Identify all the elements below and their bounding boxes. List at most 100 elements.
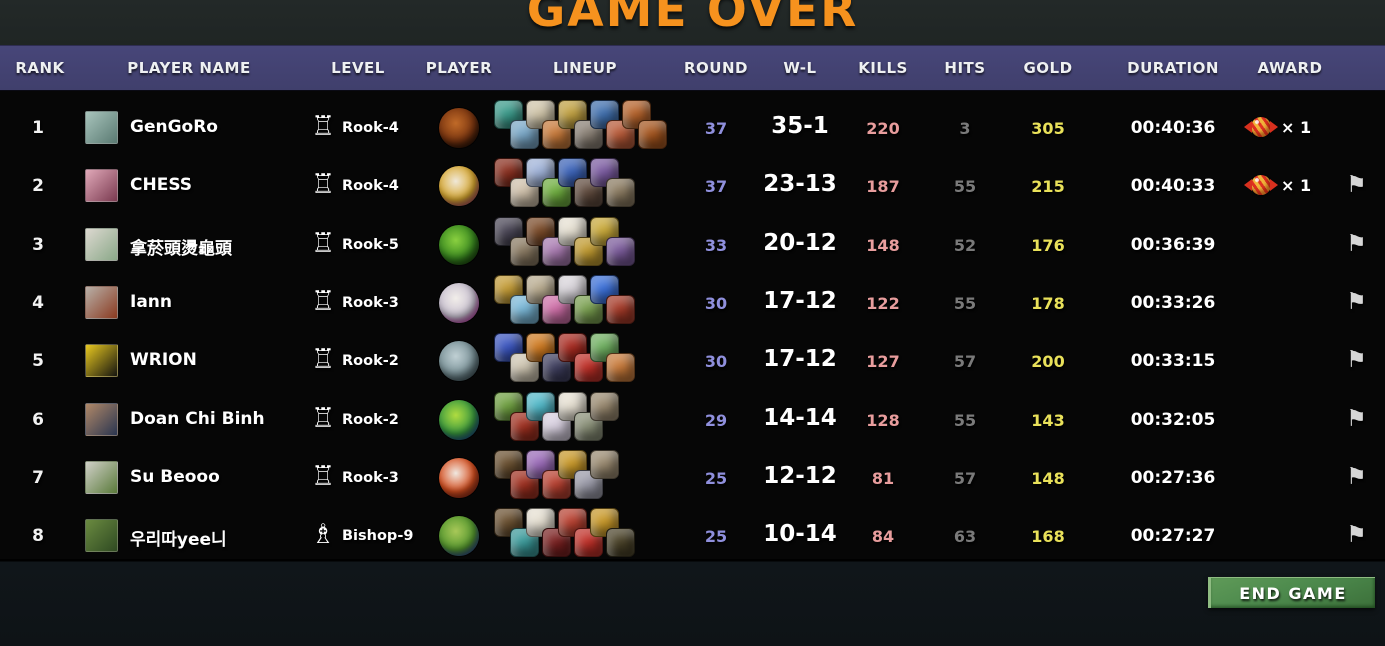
player-name: 우리따yee니 xyxy=(130,530,227,551)
candy-icon xyxy=(1244,117,1278,137)
hero-portrait xyxy=(542,469,571,499)
award-count: × 1 xyxy=(1281,175,1312,195)
flag-icon: ⚑ xyxy=(1346,522,1367,549)
hero-portrait xyxy=(638,120,667,149)
column-header-rank: RANK xyxy=(15,59,65,77)
column-header-gold: GOLD xyxy=(1023,59,1073,77)
column-header-hits: HITS xyxy=(944,59,986,77)
courier-icon xyxy=(439,224,479,265)
hero-portrait xyxy=(510,353,539,383)
player-row: 3 拿菸頭燙龜頭 ♖ Rook-5 33 20-12 148 52 176 00… xyxy=(0,216,1385,274)
player-row: 1 GenGoRo ♖ Rook-4 37 35-1 220 3 305 00:… xyxy=(0,99,1385,157)
bottom-bar: END GAME xyxy=(0,559,1385,646)
rank-cell: 2 xyxy=(32,176,44,197)
column-header-wl: W-L xyxy=(783,59,817,77)
award-count: × 1 xyxy=(1281,117,1312,137)
player-avatar xyxy=(85,460,118,494)
hero-portrait xyxy=(510,294,539,324)
column-header-player: PLAYER xyxy=(425,59,493,77)
wl-cell: 17-12 xyxy=(763,346,837,373)
column-header-kills: KILLS xyxy=(858,59,908,77)
level-label: Bishop-9 xyxy=(342,528,414,545)
round-cell: 25 xyxy=(704,468,728,488)
player-avatar xyxy=(85,227,118,261)
column-header-award: AWARD xyxy=(1257,59,1323,77)
player-name: Iann xyxy=(130,291,173,312)
duration-cell: 00:33:26 xyxy=(1130,292,1216,313)
player-name: 拿菸頭燙龜頭 xyxy=(130,238,232,259)
player-name: CHESS xyxy=(130,175,193,196)
award-cell: × 1 xyxy=(1244,117,1312,137)
wl-cell: 10-14 xyxy=(763,521,837,548)
gold-cell: 215 xyxy=(1031,177,1065,197)
end-game-button[interactable]: END GAME xyxy=(1208,577,1375,608)
scoreboard-header: RANK PLAYER NAME LEVEL PLAYER LINEUP ROU… xyxy=(0,45,1385,91)
duration-cell: 00:36:39 xyxy=(1130,234,1216,255)
level-label: Rook-3 xyxy=(342,294,399,311)
player-name: Doan Chi Binh xyxy=(130,408,265,429)
round-cell: 37 xyxy=(704,119,728,138)
courier-icon xyxy=(439,341,479,382)
courier-icon xyxy=(439,282,479,323)
kills-cell: 148 xyxy=(866,235,900,255)
hero-portrait xyxy=(606,236,635,266)
gold-cell: 200 xyxy=(1031,352,1065,372)
rank-cell: 8 xyxy=(32,526,44,547)
rank-cell: 1 xyxy=(32,118,44,138)
gold-cell: 168 xyxy=(1031,527,1065,547)
level-label: Rook-2 xyxy=(342,353,399,370)
duration-cell: 00:27:27 xyxy=(1130,526,1216,547)
rank-cell: 4 xyxy=(32,292,44,313)
flag-icon: ⚑ xyxy=(1346,405,1367,432)
flag-icon: ⚑ xyxy=(1346,230,1367,257)
wl-cell: 14-14 xyxy=(763,404,837,431)
gold-cell: 305 xyxy=(1031,119,1065,138)
chess-piece-icon: ♖ xyxy=(311,285,336,317)
column-header-round: ROUND xyxy=(684,59,748,77)
courier-icon xyxy=(439,457,479,498)
rank-cell: 3 xyxy=(32,234,44,255)
player-row: 5 WRION ♖ Rook-2 30 17-12 127 57 200 00:… xyxy=(0,332,1385,390)
hero-portrait xyxy=(622,100,651,129)
hits-cell: 55 xyxy=(953,293,977,313)
level-label: Rook-4 xyxy=(342,178,399,195)
candy-icon xyxy=(1244,175,1278,196)
player-row: 8 우리따yee니 ♗ Bishop-9 25 10-14 84 63 168 … xyxy=(0,507,1385,565)
duration-cell: 00:40:36 xyxy=(1130,118,1216,138)
wl-cell: 35-1 xyxy=(771,113,829,139)
lineup xyxy=(494,158,684,214)
level-label: Rook-2 xyxy=(342,411,399,428)
hero-portrait xyxy=(510,236,539,266)
hits-cell: 63 xyxy=(953,527,977,547)
player-row: 7 Su Beooo ♖ Rook-3 25 12-12 81 57 148 0… xyxy=(0,449,1385,507)
flag-icon: ⚑ xyxy=(1346,288,1367,315)
chess-piece-icon: ♖ xyxy=(311,169,336,201)
duration-cell: 00:40:33 xyxy=(1130,176,1216,197)
chess-piece-icon: ♖ xyxy=(311,111,336,142)
hero-portrait xyxy=(542,178,571,208)
rank-cell: 7 xyxy=(32,467,44,488)
wl-cell: 17-12 xyxy=(763,287,837,314)
kills-cell: 128 xyxy=(866,410,900,430)
column-header-level: LEVEL xyxy=(331,59,385,77)
courier-icon xyxy=(439,516,479,557)
player-row: 2 CHESS ♖ Rook-4 37 23-13 187 55 215 00:… xyxy=(0,157,1385,215)
hero-portrait xyxy=(590,391,619,421)
hero-portrait xyxy=(574,120,603,149)
chess-piece-icon: ♖ xyxy=(311,344,336,376)
round-cell: 33 xyxy=(704,235,728,255)
chess-piece-icon: ♗ xyxy=(311,519,336,551)
player-name: GenGoRo xyxy=(130,117,218,137)
hits-cell: 57 xyxy=(953,352,977,372)
round-cell: 30 xyxy=(704,352,728,372)
hits-cell: 52 xyxy=(953,235,977,255)
lineup xyxy=(494,449,684,506)
lineup xyxy=(494,508,684,564)
courier-icon xyxy=(439,399,479,440)
hero-portrait xyxy=(542,411,571,441)
courier-icon xyxy=(439,166,479,207)
flag-icon: ⚑ xyxy=(1346,172,1367,199)
rank-cell: 6 xyxy=(32,409,44,430)
wl-cell: 23-13 xyxy=(763,171,837,198)
